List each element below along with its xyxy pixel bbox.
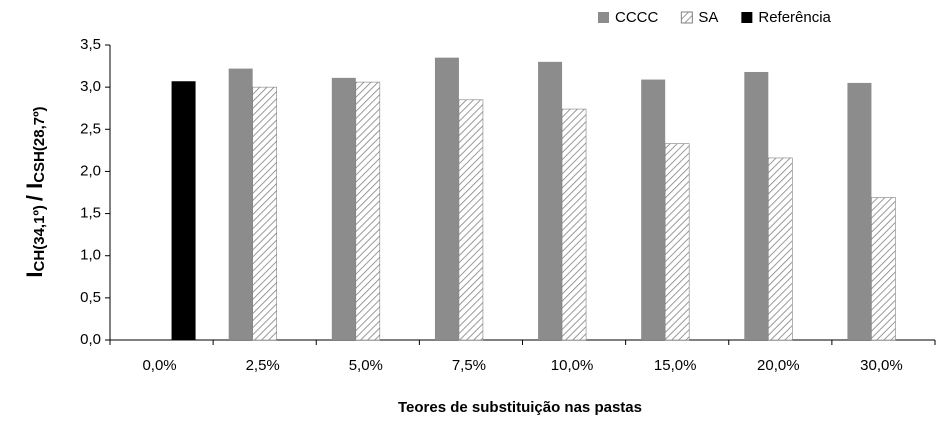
x-tick-label: 5,0% [349, 357, 383, 374]
y-axis-title: ICH(34,1º) / ICSH(28,7º) [22, 106, 48, 277]
x-tick-label: 20,0% [757, 357, 800, 374]
y-tick-label: 0,0 [80, 331, 101, 348]
y-title-part: CSH(28,7º) [31, 106, 48, 182]
bar [458, 99, 484, 341]
y-tick-label: 2,5 [80, 120, 101, 137]
y-title-part: I [22, 271, 47, 277]
y-tick-label: 1,5 [80, 205, 101, 222]
bar [252, 86, 277, 341]
bar [641, 79, 666, 341]
legend-swatch [741, 12, 753, 23]
bar [228, 68, 253, 340]
y-tick-label: 3,0 [80, 78, 101, 95]
legend-swatch [598, 12, 609, 23]
legend-label: Referência [758, 9, 831, 26]
legend-swatch [680, 11, 693, 24]
bar [538, 61, 563, 340]
x-tick-label: 10,0% [551, 357, 594, 374]
x-tick-label: 2,5% [246, 357, 280, 374]
x-axis-title: Teores de substituição nas pastas [398, 399, 642, 416]
x-tick-label: 15,0% [654, 357, 697, 374]
x-tick-label: 30,0% [860, 357, 903, 374]
x-tick-label: 0,0% [142, 357, 176, 374]
bar [768, 157, 793, 341]
bar [171, 81, 196, 340]
bar [871, 197, 896, 341]
y-title-part: CH(34,1º) [31, 205, 48, 271]
x-tick-label: 7,5% [452, 357, 486, 374]
y-tick-label: 2,0 [80, 162, 101, 179]
bar [664, 143, 690, 341]
y-tick-label: 0,5 [80, 289, 101, 306]
bar [331, 77, 356, 340]
bar [847, 82, 872, 340]
bar [355, 81, 381, 341]
legend-label: SA [698, 9, 718, 26]
y-tick-label: 3,5 [80, 36, 101, 53]
bar [744, 71, 769, 340]
bar [561, 108, 587, 341]
legend-label: CCCC [615, 9, 658, 26]
y-tick-label: 1,0 [80, 247, 101, 264]
y-title-part: / I [22, 183, 47, 201]
bar [434, 57, 459, 341]
